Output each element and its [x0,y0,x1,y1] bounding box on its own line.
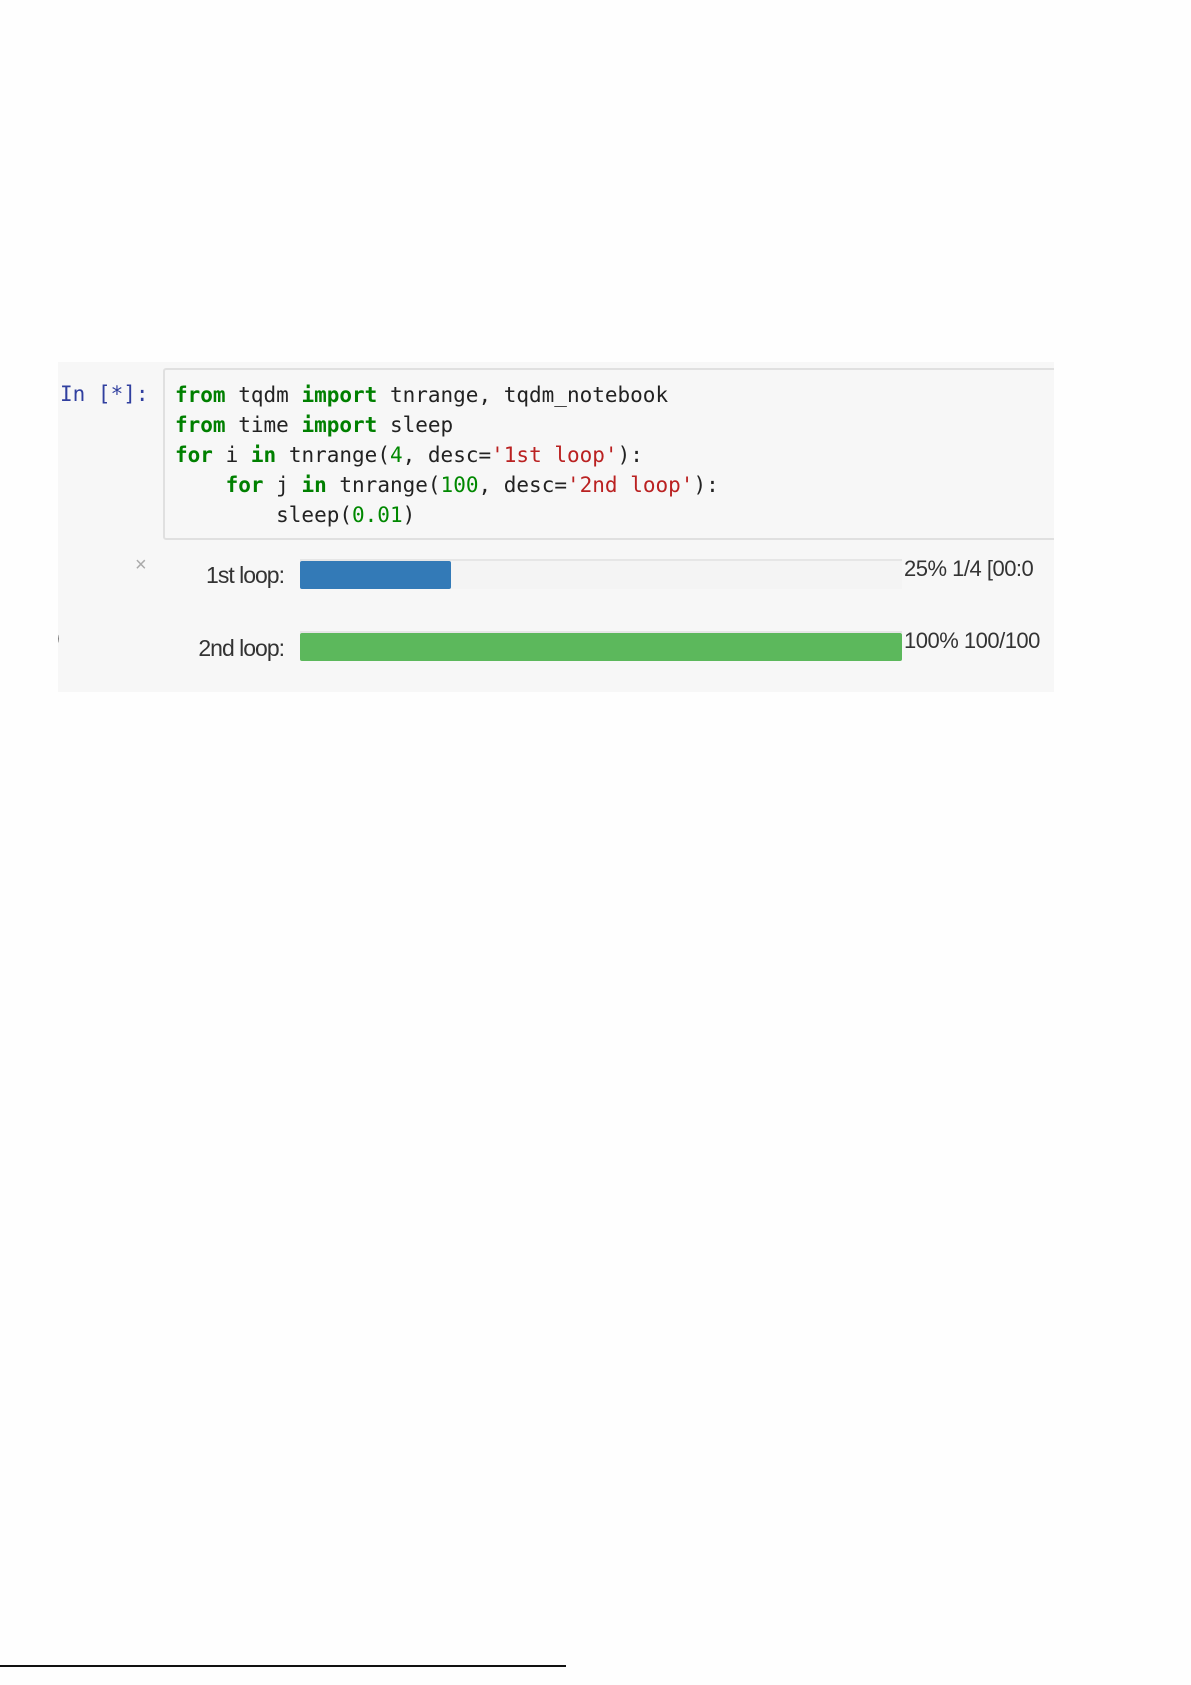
code-token: tqdm [225,383,302,407]
code-token [175,473,226,497]
progress-label-2nd-loop: 2nd loop: [198,635,285,661]
code-token: , desc= [402,443,492,467]
code-cell[interactable]: from tqdm import tnrange, tqdm_notebook … [163,368,1054,540]
text-fragment: ) [58,624,60,652]
code-token: from [175,413,226,437]
progress-fill-1st-loop [300,561,451,589]
progress-bar-1st-loop [300,559,902,589]
code-editor[interactable]: from tqdm import tnrange, tqdm_notebook … [175,380,719,530]
progress-label-1st-loop: 1st loop: [206,562,285,588]
code-token: import [301,383,378,407]
code-token: from [175,383,226,407]
code-token: 0.01 [352,503,403,527]
code-token: tnrange( [326,473,441,497]
code-token: ): [617,443,643,467]
code-token: '2nd loop' [567,473,694,497]
code-token: ): [693,473,719,497]
code-token: in [301,473,327,497]
code-token: 100 [440,473,479,497]
code-token: i [212,443,251,467]
code-token: 4 [389,443,403,467]
code-token: in [250,443,277,467]
code-token: '1st loop' [491,443,618,467]
progress-fill-2nd-loop [300,633,902,661]
code-token: time [225,413,302,437]
progress-bar-2nd-loop [300,631,902,661]
code-token: for [175,443,213,467]
close-output-icon[interactable]: × [135,554,147,576]
code-token: tnrange( [276,443,390,467]
code-token: sleep [377,413,454,437]
progress-status-1st-loop: 25% 1/4 [00:0 [904,556,1034,581]
code-token: tnrange, tqdm_notebook [377,383,669,407]
notebook-screenshot: In [*]: from tqdm import tnrange, tqdm_n… [58,362,1054,692]
code-token: j [263,473,302,497]
code-token: import [301,413,378,437]
cell-prompt: In [*]: [60,382,149,406]
code-token: ) [402,503,416,527]
progress-status-2nd-loop: 100% 100/100 [904,628,1040,653]
code-token: sleep( [175,503,353,527]
code-token: , desc= [478,473,567,497]
code-token: for [225,473,264,497]
divider-line [0,1665,566,1667]
